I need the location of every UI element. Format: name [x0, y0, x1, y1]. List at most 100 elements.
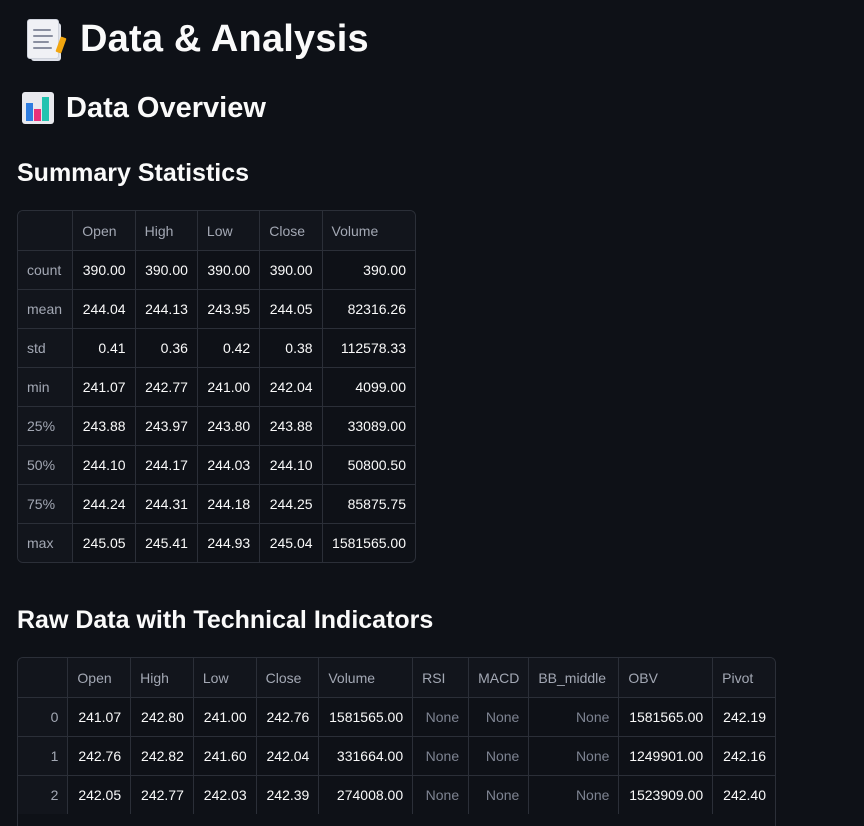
row-index[interactable]: 0 — [18, 697, 69, 737]
table-cell[interactable]: 244.10 — [259, 445, 323, 485]
column-header[interactable]: High — [135, 211, 198, 251]
table-cell[interactable]: 242.80 — [130, 697, 194, 737]
table-cell[interactable]: None — [528, 697, 620, 737]
column-header[interactable]: Low — [197, 211, 261, 251]
table-row[interactable]: min 241.07 242.77 241.00 242.04 4099.00 — [18, 367, 415, 407]
table-cell[interactable]: 241.00 — [197, 367, 261, 407]
table-cell[interactable]: 245.04 — [259, 523, 323, 562]
table-cell[interactable]: 112578.33 — [322, 328, 415, 368]
table-cell[interactable]: 244.03 — [197, 445, 261, 485]
table-cell[interactable]: 242.05 — [67, 775, 132, 814]
column-header[interactable]: BB_middle — [528, 658, 620, 698]
column-header[interactable]: High — [130, 658, 194, 698]
table-cell[interactable]: 82316.26 — [322, 289, 415, 329]
column-header[interactable]: Volume — [322, 211, 415, 251]
table-cell[interactable]: 245.41 — [135, 523, 198, 562]
row-index[interactable]: 1 — [18, 736, 69, 776]
table-cell[interactable]: 390.00 — [72, 250, 136, 290]
table-cell[interactable]: 244.17 — [135, 445, 198, 485]
row-index[interactable]: std — [18, 328, 74, 368]
table-cell[interactable]: 242.39 — [256, 775, 320, 814]
table-cell[interactable]: 390.00 — [322, 250, 415, 290]
row-index[interactable]: min — [18, 367, 74, 407]
table-cell[interactable]: 1581565.00 — [332, 535, 406, 551]
table-cell[interactable]: 331664.00 — [318, 736, 414, 776]
table-cell[interactable]: 241.07 — [67, 697, 132, 737]
table-row[interactable]: 1 242.76 242.82 241.60 242.04 331664.00 None No… — [18, 736, 775, 776]
table-cell[interactable]: 243.95 — [197, 289, 261, 329]
row-index[interactable]: count — [18, 250, 74, 290]
row-index[interactable]: 50% — [18, 445, 74, 485]
table-cell[interactable]: 390.00 — [197, 250, 261, 290]
table-cell[interactable]: 241.60 — [193, 736, 257, 776]
table-cell[interactable]: 242.76 — [67, 736, 132, 776]
table-row[interactable]: 75% 244.24 244.31 244.18 244.25 85875.75 — [18, 484, 415, 524]
table-cell[interactable]: 241.07 — [72, 367, 136, 407]
column-header[interactable]: Open — [67, 658, 132, 698]
table-cell[interactable]: 390.00 — [135, 250, 198, 290]
table-cell[interactable]: 244.18 — [197, 484, 261, 524]
table-cell[interactable]: 242.77 — [135, 367, 198, 407]
table-cell[interactable]: 243.88 — [259, 406, 323, 446]
index-header[interactable] — [18, 211, 74, 251]
row-index[interactable]: mean — [18, 289, 74, 329]
table-cell[interactable]: 243.88 — [72, 406, 136, 446]
table-cell[interactable]: 4099.00 — [322, 367, 415, 407]
table-cell[interactable]: 241.00 — [193, 697, 257, 737]
table-cell[interactable]: 244.10 — [72, 445, 136, 485]
table-row[interactable]: max 245.05 245.41 244.93 245.04 1581565.00 — [18, 523, 415, 562]
table-cell[interactable]: 274008.00 — [318, 775, 414, 814]
column-header[interactable]: Low — [193, 658, 257, 698]
column-header[interactable]: Pivot — [712, 658, 775, 698]
table-cell[interactable]: None — [528, 736, 620, 776]
table-cell[interactable]: 243.80 — [197, 406, 261, 446]
index-header[interactable] — [18, 658, 69, 698]
row-index[interactable]: 75% — [18, 484, 74, 524]
table-cell[interactable]: None — [468, 697, 530, 737]
row-index[interactable]: 25% — [18, 406, 74, 446]
table-cell[interactable]: 242.82 — [130, 736, 194, 776]
table-cell[interactable]: 242.16 — [712, 736, 775, 776]
table-cell[interactable]: None — [412, 736, 470, 776]
table-cell[interactable]: 33089.00 — [322, 406, 415, 446]
table-row[interactable]: 25% 243.88 243.97 243.80 243.88 33089.00 — [18, 406, 415, 446]
table-cell[interactable]: 0.38 — [259, 328, 323, 368]
table-row[interactable]: 2 242.05 242.77 242.03 242.39 274008.00 None No… — [18, 775, 775, 814]
table-cell[interactable]: 0.41 — [72, 328, 136, 368]
table-row[interactable]: count 390.00 390.00 390.00 390.00 390.00 — [18, 250, 415, 290]
table-cell[interactable]: 0.42 — [197, 328, 261, 368]
table-row[interactable]: mean 244.04 244.13 243.95 244.05 82316.26 — [18, 289, 415, 329]
table-cell[interactable]: 242.76 — [256, 697, 320, 737]
column-header[interactable]: Close — [259, 211, 323, 251]
table-cell[interactable]: 244.05 — [259, 289, 323, 329]
table-cell[interactable]: None — [412, 697, 470, 737]
table-cell[interactable]: 50800.50 — [322, 445, 415, 485]
table-cell[interactable]: 0.36 — [135, 328, 198, 368]
column-header[interactable]: MACD — [468, 658, 530, 698]
table-cell[interactable]: 244.04 — [72, 289, 136, 329]
table-cell[interactable]: 1581565.00 — [318, 697, 414, 737]
column-header[interactable]: Close — [256, 658, 320, 698]
table-cell[interactable]: 242.40 — [723, 787, 766, 803]
column-header[interactable]: OBV — [618, 658, 714, 698]
table-cell[interactable]: 244.25 — [259, 484, 323, 524]
table-cell[interactable]: None — [412, 775, 470, 814]
table-cell[interactable]: 244.93 — [197, 523, 261, 562]
table-cell[interactable]: 244.31 — [135, 484, 198, 524]
table-cell[interactable]: 1523909.00 — [618, 775, 714, 814]
table-cell[interactable]: 245.05 — [72, 523, 136, 562]
table-cell[interactable]: 243.97 — [135, 406, 198, 446]
table-cell[interactable]: 1249901.00 — [618, 736, 714, 776]
table-cell[interactable]: 1581565.00 — [618, 697, 714, 737]
table-row[interactable]: 0 241.07 242.80 241.00 242.76 1581565.00 None N… — [18, 697, 775, 737]
column-header[interactable]: RSI — [412, 658, 470, 698]
table-cell[interactable]: 242.04 — [259, 367, 323, 407]
summary-table[interactable]: Open High Low Close Volume count 390.00 390.00… — [17, 210, 416, 563]
table-cell[interactable]: None — [468, 736, 530, 776]
row-index[interactable]: max — [18, 523, 74, 562]
table-row[interactable]: 50% 244.10 244.17 244.03 244.10 50800.50 — [18, 445, 415, 485]
table-cell[interactable]: 242.19 — [712, 697, 775, 737]
table-cell[interactable]: None — [468, 775, 530, 814]
table-row[interactable]: std 0.41 0.36 0.42 0.38 112578.33 — [18, 328, 415, 368]
column-header[interactable]: Open — [72, 211, 136, 251]
